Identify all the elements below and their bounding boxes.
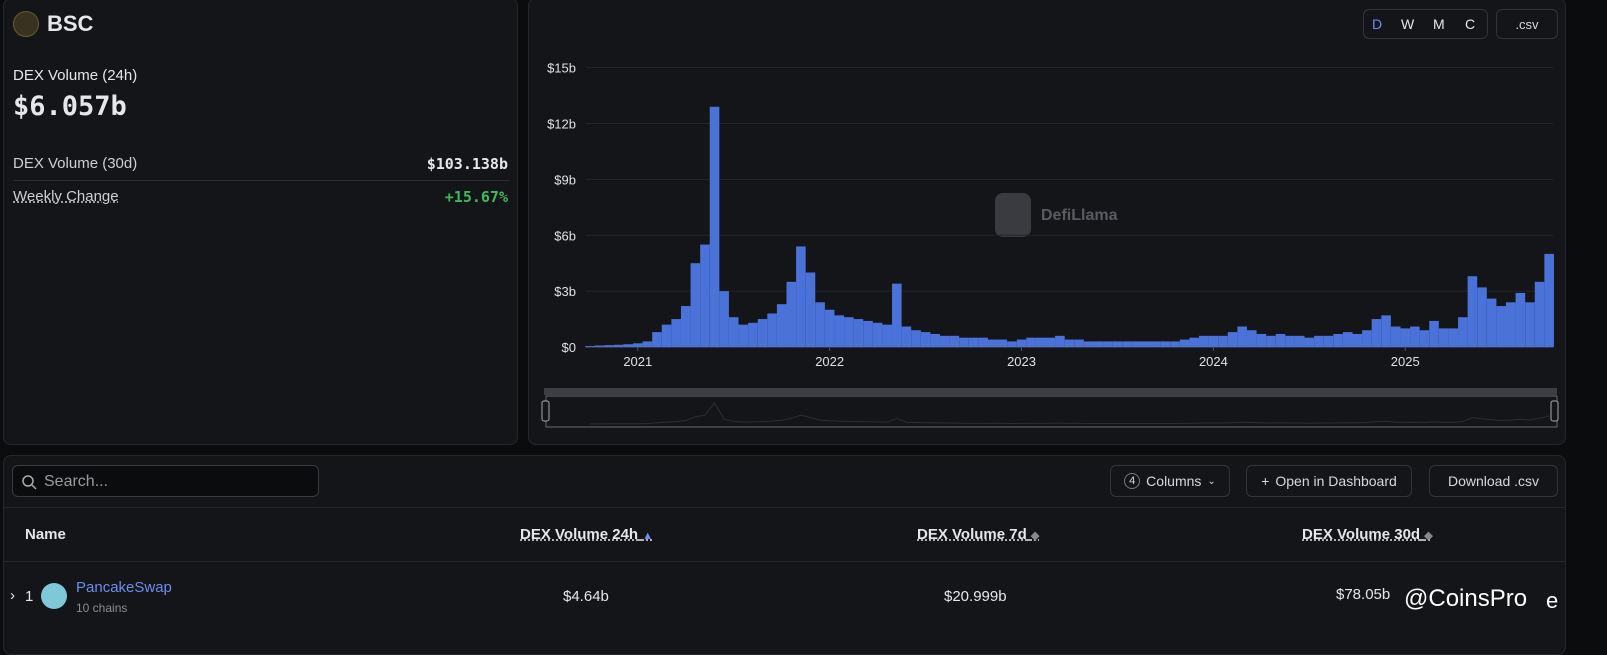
csv-label: .csv <box>1515 16 1539 32</box>
stat-label: DEX Volume (30d) <box>13 155 138 172</box>
table-panel: Search... 4 Columns ⌄ + Open in Dashboard D… <box>3 455 1566 655</box>
search-icon <box>22 475 37 490</box>
header-text: DEX Volume 24h <box>520 526 639 543</box>
protocol-name[interactable]: PancakeSwap <box>76 579 172 596</box>
csv-button[interactable]: .csv <box>1496 9 1558 39</box>
overlay-brand: @CoinsPro <box>1404 585 1528 612</box>
divider <box>13 180 509 181</box>
columns-label: Columns <box>1146 473 1202 489</box>
cell-value: $20.999b <box>944 588 1007 605</box>
columns-button[interactable]: 4 Columns ⌄ <box>1110 465 1230 497</box>
download-button[interactable]: Download .csv <box>1429 465 1558 497</box>
download-label: Download .csv <box>1447 473 1540 489</box>
protocol-chains: 10 chains <box>76 601 128 615</box>
columns-count: 4 <box>1124 473 1141 489</box>
row-rank: 1 <box>25 588 34 605</box>
period-group <box>1363 9 1488 39</box>
stat-label: DEX Volume (24h) <box>13 67 138 84</box>
dashboard-button[interactable]: + Open in Dashboard <box>1246 465 1412 497</box>
header-text: DEX Volume 7d <box>917 526 1027 543</box>
dashboard-label: Open in Dashboard <box>1275 473 1397 489</box>
period-button[interactable]: W <box>1401 16 1415 32</box>
chain-icon <box>13 11 39 37</box>
stat-value: $103.138b <box>426 155 508 173</box>
divider <box>4 507 1565 508</box>
search-input[interactable]: Search... <box>12 465 319 497</box>
stats-panel: BSC DEX Volume (24h) $6.057b DEX Volume … <box>3 0 518 445</box>
chain-title: BSC <box>47 11 94 36</box>
divider <box>4 561 1565 562</box>
column-header[interactable]: DEX Volume 24h ▲ <box>520 526 654 543</box>
header-text: DEX Volume 30d <box>1302 526 1421 543</box>
overlay-tail: e <box>1546 588 1559 613</box>
stat-value: $6.057b <box>13 91 127 122</box>
search-placeholder: Search... <box>44 473 109 490</box>
period-button[interactable]: C <box>1465 16 1476 32</box>
cell-value: $78.05b <box>1336 586 1391 603</box>
stat-value: +15.67% <box>444 188 508 206</box>
expand-icon[interactable]: › <box>10 587 15 604</box>
column-header[interactable]: DEX Volume 30d ◆ <box>1302 526 1433 543</box>
stat-label[interactable]: Weekly Change <box>13 188 119 205</box>
chart-panel: D W M C .csv <box>528 0 1566 445</box>
column-header[interactable]: DEX Volume 7d ◆ <box>917 526 1040 543</box>
cell-value: $4.64b <box>563 588 609 605</box>
period-button[interactable]: D <box>1372 16 1383 32</box>
protocol-icon <box>41 583 67 609</box>
column-header[interactable]: Name <box>25 526 66 543</box>
period-button[interactable]: M <box>1433 16 1445 32</box>
